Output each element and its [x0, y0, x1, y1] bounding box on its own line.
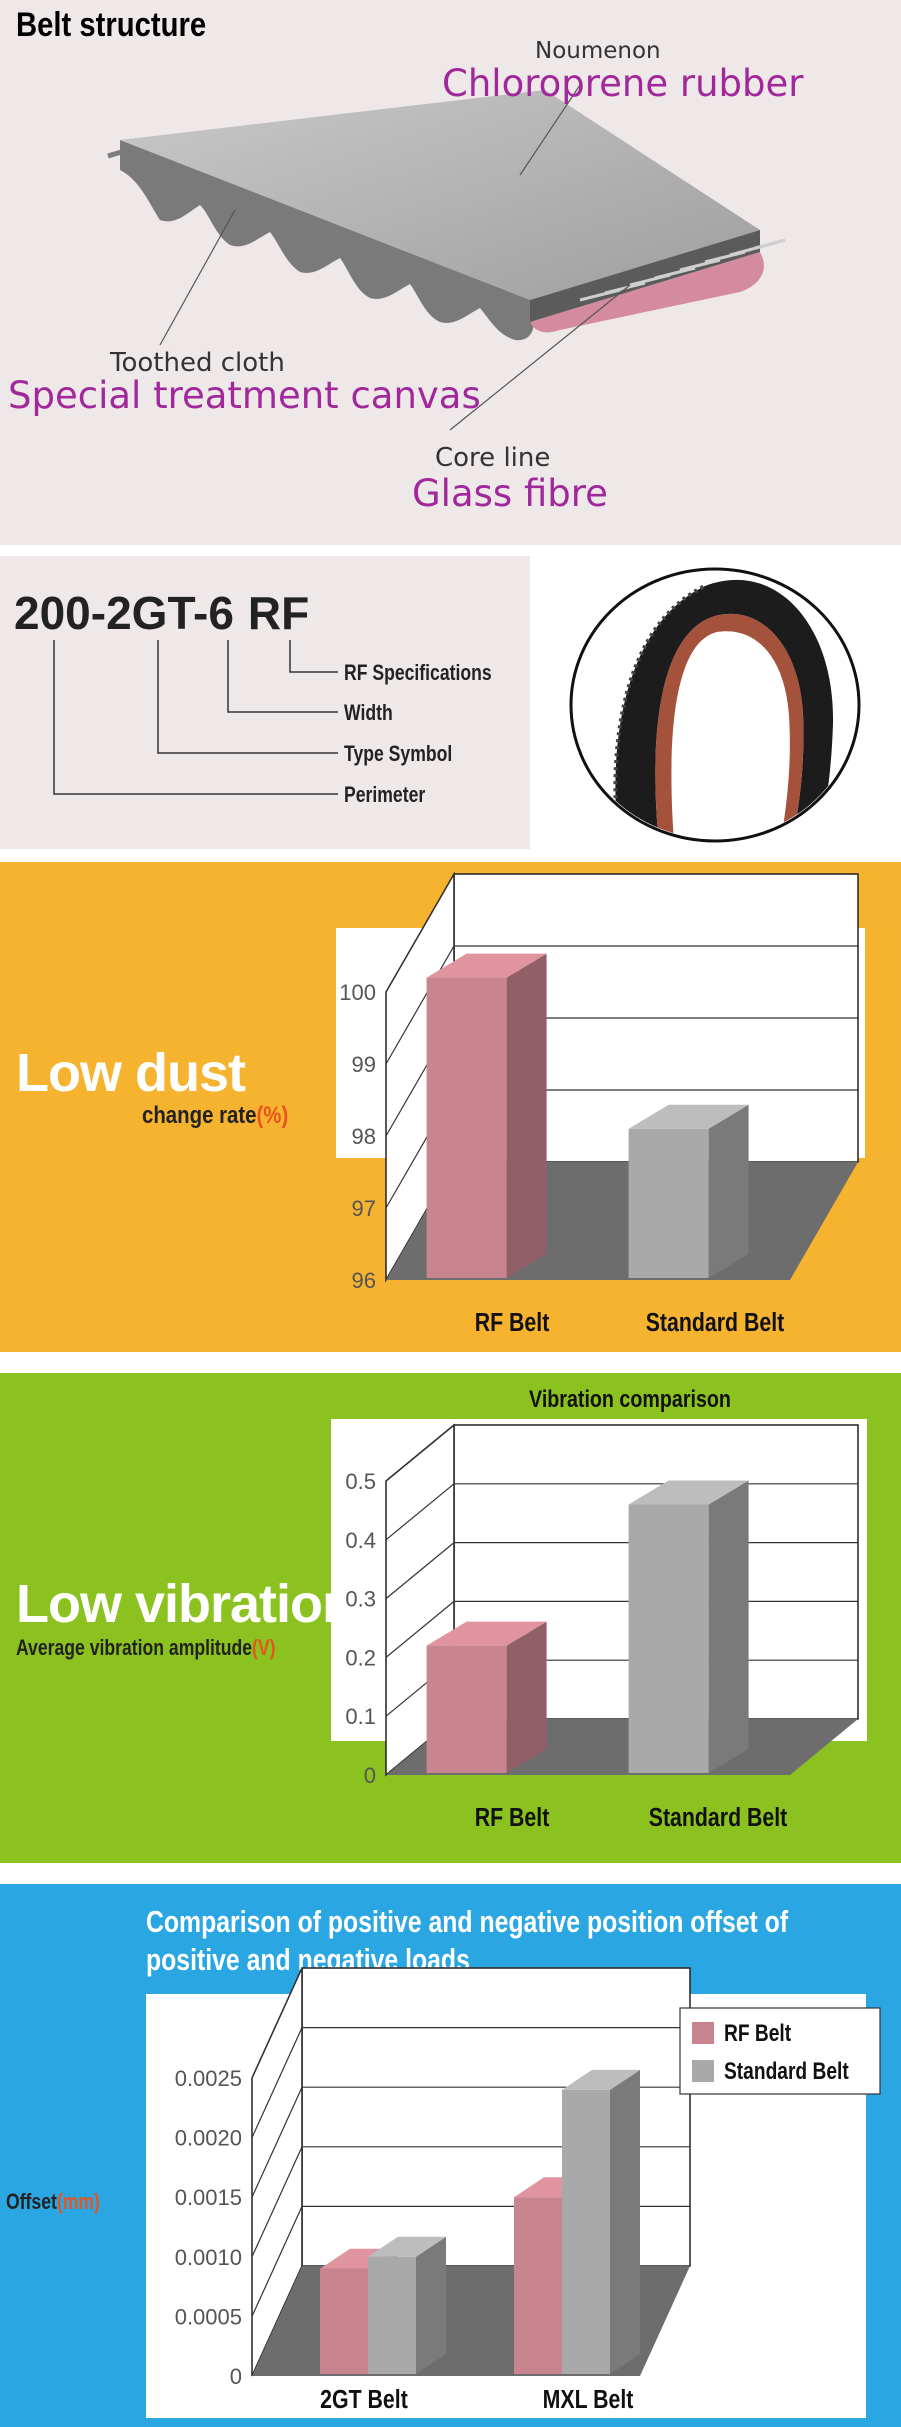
spec-panel: 200-2GT-6 RF RF Specifications Width Type…: [0, 556, 901, 849]
spec-code: 200-2GT-6 RF: [14, 586, 309, 640]
offset-unit: (mm): [56, 2189, 100, 2214]
spec-width-code: -6: [193, 587, 234, 639]
legend-swatch: [692, 2060, 714, 2082]
spec-label-width: Width: [344, 700, 393, 725]
bar-side: [506, 953, 547, 1278]
y-tick-label: 0.0025: [175, 2066, 242, 2091]
spec-label-perimeter: Perimeter: [344, 782, 426, 807]
grid-line: [385, 1424, 858, 1482]
bar: [426, 1645, 507, 1773]
y-tick-label: 0.0005: [175, 2304, 242, 2329]
canvas-label: Special treatment canvas: [8, 374, 481, 417]
belt-photo: [569, 567, 861, 843]
structure-title: Belt structure: [16, 6, 207, 44]
x-category-label: RF Belt: [475, 1308, 550, 1338]
bar-top: [368, 2236, 446, 2257]
spec-label-type: Type Symbol: [344, 741, 453, 766]
offset-title-line1: Comparison of positive and negative posi…: [146, 1904, 789, 1939]
bar-side: [416, 2236, 446, 2374]
bar: [514, 2197, 562, 2374]
offset-chart: 0 0.0005 0.0010 0.0015 0.0020 0.0025 2GT Belt M…: [146, 1967, 881, 2418]
bar: [320, 2268, 368, 2374]
spec-type-code: 2GT: [106, 587, 194, 639]
dust-unit: (%): [256, 1102, 289, 1129]
canvas-layer: [530, 252, 764, 333]
weight-change-chart: Belt weight change rate96979899100RF Bel…: [336, 871, 865, 1338]
dust-heading: Low dust: [16, 1043, 246, 1103]
y-tick-label: 0: [230, 2364, 242, 2389]
grid-line: [385, 945, 858, 1065]
bar-top: [562, 2069, 640, 2090]
spec-label-rf: RF Specifications: [344, 660, 492, 685]
x-category-label: RF Belt: [475, 1803, 550, 1833]
x-category-label: MXL Belt: [543, 2385, 634, 2415]
dust-sub-text: change rate: [142, 1102, 257, 1129]
bar-side: [708, 1104, 749, 1278]
bar: [426, 977, 507, 1278]
y-tick-label: 0: [364, 1763, 376, 1788]
core-line-label: Core line: [435, 443, 551, 473]
x-category-label: Standard Belt: [646, 1308, 785, 1338]
bar-side: [610, 2069, 640, 2374]
grid-line: [385, 873, 858, 993]
bar-top: [628, 1480, 749, 1505]
grid-line: [251, 2086, 690, 2198]
chloroprene-label: Chloroprene rubber: [442, 62, 804, 105]
y-tick-label: 0.1: [345, 1704, 376, 1729]
bar-top: [426, 1621, 547, 1646]
vibration-unit: (V): [252, 1635, 276, 1660]
y-tick-label: 97: [352, 1196, 376, 1221]
spec-perimeter-code: 200-: [14, 587, 107, 639]
belt-structure-illustration: [107, 84, 786, 431]
y-tick-label: 98: [352, 1124, 376, 1149]
bar: [562, 2089, 610, 2374]
spec-rf-code: RF: [247, 587, 310, 639]
noumenon-label: Noumenon: [535, 38, 661, 64]
vibration-chart: Vibration comparison 0 0.1 0.2 0.3 0.4 0.5 RF B…: [331, 1385, 867, 1833]
spec-code-box: 200-2GT-6 RF RF Specifications Width Type…: [0, 556, 530, 849]
chart-title: Vibration comparison: [529, 1385, 731, 1412]
y-tick-label: 99: [352, 1052, 376, 1077]
y-tick-label: 0.2: [345, 1645, 376, 1670]
dust-subheading: change rate(%): [142, 1102, 288, 1130]
legend-label: Standard Belt: [724, 2057, 849, 2085]
bar-side: [506, 1621, 547, 1773]
grid-line: [251, 2146, 690, 2258]
offset-subheading: Offset(mm): [6, 2189, 100, 2215]
vibration-heading: Low vibration: [16, 1574, 355, 1634]
y-tick-label: 96: [352, 1268, 376, 1293]
y-tick-label: 100: [339, 980, 376, 1005]
belt-top-face: [120, 90, 760, 300]
x-category-label: Standard Belt: [649, 1803, 788, 1833]
y-tick-label: 0.0010: [175, 2245, 242, 2270]
offset-sub-text: Offset: [6, 2189, 57, 2214]
grid-line: [251, 2027, 690, 2138]
bar-side: [708, 1480, 749, 1773]
vibration-subheading: Average vibration amplitude(V): [16, 1635, 276, 1661]
belt-teeth-face: [120, 140, 535, 341]
vibration-sub-text: Average vibration amplitude: [16, 1635, 253, 1660]
bar: [368, 2256, 416, 2374]
toothed-cloth-label: Toothed cloth: [110, 348, 285, 378]
bar: [628, 1504, 709, 1773]
y-tick-label: 0.5: [345, 1469, 376, 1494]
y-tick-label: 0.4: [345, 1528, 376, 1553]
bar-top: [628, 1104, 749, 1129]
y-tick-label: 0.0020: [175, 2126, 242, 2151]
glass-fibre-label: Glass fibre: [412, 472, 608, 515]
legend-swatch: [692, 2022, 714, 2044]
core-wires: [579, 238, 786, 302]
belt-structure-panel: Belt structure: [0, 0, 901, 545]
legend-label: RF Belt: [724, 2019, 791, 2047]
spec-leader-lines: [53, 640, 338, 795]
bar-top: [426, 953, 547, 978]
y-tick-label: 0.3: [345, 1587, 376, 1612]
x-category-label: 2GT Belt: [320, 2385, 408, 2415]
y-tick-label: 0.0015: [175, 2185, 242, 2210]
bar: [628, 1128, 709, 1278]
grid-line: [251, 1967, 690, 2079]
